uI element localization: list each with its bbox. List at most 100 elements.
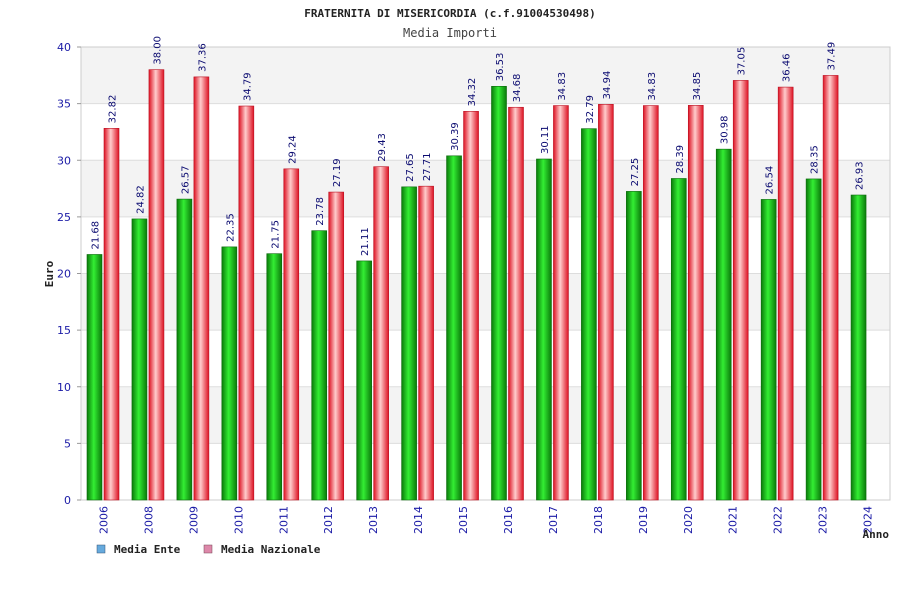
x-tick-label: 2015 [457,506,470,534]
value-label-media-nazionale: 32.82 [108,95,119,124]
bar-media-nazionale [643,105,659,501]
bar-media-nazionale [103,128,120,501]
bar-media-nazionale [148,69,165,501]
value-label-media-ente: 23.78 [315,197,326,226]
grid-band [81,47,890,104]
value-label-media-nazionale: 34.83 [647,72,658,101]
y-tick-label: 30 [57,154,71,167]
bar-media-ente [221,246,238,501]
y-axis-label: Euro [43,260,56,287]
x-tick-label: 2024 [862,506,875,534]
x-tick-label: 2018 [592,506,605,534]
x-tick-label: 2016 [502,506,515,534]
value-label-media-ente: 26.57 [180,165,191,194]
value-label-media-ente: 27.25 [630,158,641,187]
bar-media-ente [356,260,372,501]
x-axis: 2006 2008 2009 2010 2011 2012 2013 2014 2015 2016… [97,506,874,534]
bar-media-ente [311,230,328,501]
y-tick-label: 20 [57,268,71,281]
bar-media-nazionale [283,168,300,501]
value-label-media-nazionale: 38.00 [152,36,163,65]
x-tick-label: 2019 [637,506,650,534]
value-label-media-nazionale: 36.46 [782,53,793,82]
grid-band [81,103,890,161]
value-label-media-ente: 22.35 [225,213,236,242]
value-label-media-nazionale: 34.32 [467,78,478,107]
bar-media-ente [176,198,193,501]
value-label-media-ente: 21.68 [91,221,102,250]
x-tick-label: 2012 [322,506,335,534]
value-label-media-ente: 21.11 [360,227,371,256]
bar-media-ente [670,178,687,501]
bar-media-nazionale [732,80,749,501]
x-axis-label: Anno [863,528,890,541]
value-label-media-ente: 26.54 [765,166,776,195]
y-tick-label: 25 [57,211,71,224]
bar-media-nazionale [373,166,389,501]
value-label-media-nazionale: 34.79 [242,72,253,101]
value-label-media-nazionale: 27.71 [422,153,433,182]
value-label-media-nazionale: 27.19 [332,158,343,187]
y-axis: 0 5 10 15 20 25 30 35 40 [57,41,81,507]
y-tick-label: 10 [57,381,71,394]
legend-label-media-nazionale: Media Nazionale [221,543,321,556]
grid-bands [81,47,890,500]
value-label-media-nazionale: 34.85 [692,72,703,101]
bar-media-nazionale [238,105,255,501]
bar-media-ente [850,194,867,501]
grid-band [81,273,890,331]
x-tick-label: 2008 [142,506,155,534]
value-label-media-nazionale: 29.43 [377,133,388,162]
value-label-media-ente: 32.79 [585,95,596,124]
grid-band [81,160,890,217]
value-label-media-nazionale: 37.49 [827,42,838,71]
bar-media-ente [266,253,283,501]
bar-media-nazionale [328,191,345,501]
x-tick-label: 2020 [682,506,695,534]
grid-band [81,386,890,444]
x-tick-label: 2013 [367,506,380,534]
bar-media-ente [86,254,103,501]
x-tick-label: 2017 [547,506,560,534]
value-label-media-ente: 30.98 [720,116,731,145]
value-label-media-ente: 30.11 [540,125,551,154]
value-label-media-nazionale: 29.24 [287,135,298,164]
bar-media-nazionale [598,104,614,501]
y-tick-label: 35 [57,98,71,111]
chart-title: FRATERNITA DI MISERICORDIA (c.f.91004530… [304,7,595,20]
value-label-media-nazionale: 34.68 [512,74,523,103]
value-label-media-ente: 28.35 [810,145,821,174]
x-tick-label: 2009 [187,506,200,534]
x-tick-label: 2022 [772,506,785,534]
bar-media-nazionale [687,105,704,501]
x-tick-label: 2014 [412,506,425,534]
bars [86,69,867,501]
x-tick-label: 2010 [232,506,245,534]
bar-media-ente [401,186,417,501]
bar-media-nazionale [463,111,479,501]
bar-media-nazionale [777,86,794,501]
y-tick-label: 5 [64,437,71,450]
value-labels: 21.68 32.82 24.82 38.00 26.57 37.36 22.35 34.79… [91,36,866,256]
legend-label-media-ente: Media Ente [114,543,181,556]
value-label-media-nazionale: 37.05 [737,47,748,76]
y-tick-label: 15 [57,324,71,337]
value-label-media-ente: 24.82 [135,185,146,214]
value-label-media-ente: 36.53 [495,53,506,82]
y-tick-label: 40 [57,41,71,54]
value-label-media-ente: 26.93 [855,161,866,190]
bar-media-ente [536,158,552,501]
x-tick-label: 2011 [277,506,290,534]
bar-media-nazionale [553,105,569,501]
x-tick-label: 2006 [97,506,110,534]
bar-media-ente [715,148,732,501]
legend-swatch-media-nazionale [203,544,213,554]
value-label-media-nazionale: 34.83 [557,72,568,101]
legend-swatch-media-ente [96,544,106,554]
value-label-media-ente: 21.75 [270,220,281,249]
grid-band [81,330,890,387]
legend: Media Ente Media Nazionale [96,543,321,556]
bar-media-ente [491,85,507,501]
value-label-media-ente: 27.65 [405,153,416,182]
